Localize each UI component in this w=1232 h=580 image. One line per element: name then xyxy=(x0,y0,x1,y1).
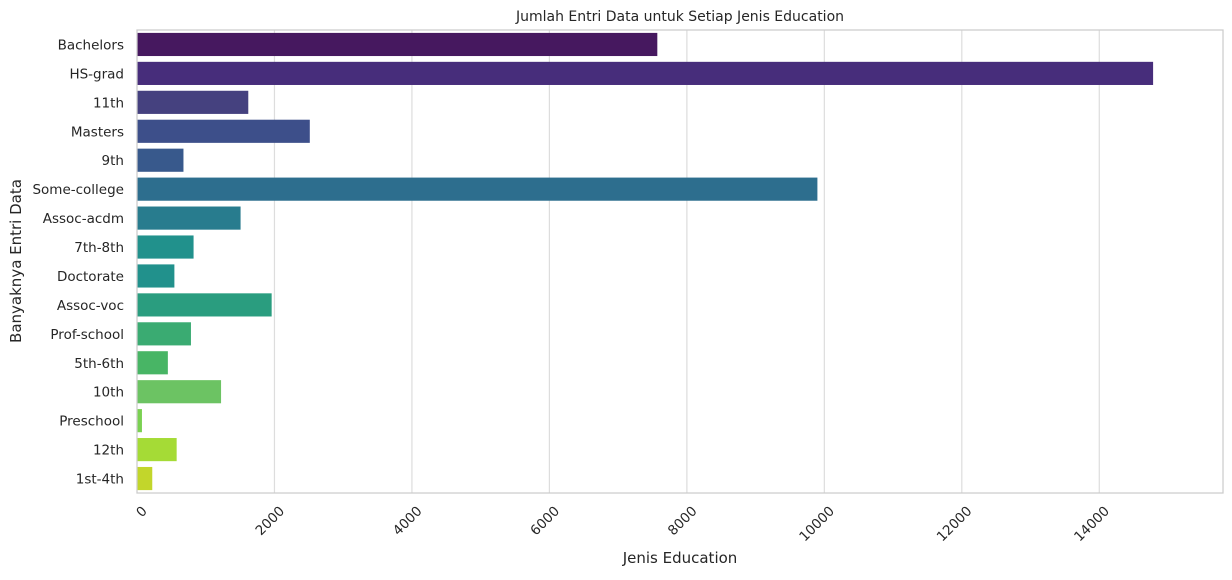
x-tick-labels: 0 2000 4000 6000 8000 10000 12000 14000 xyxy=(133,503,1113,545)
bar-masters xyxy=(137,119,310,143)
ytick-label: 5th-6th xyxy=(74,356,124,372)
bars xyxy=(137,32,1154,491)
bar-assoc-acdm xyxy=(137,206,241,230)
ytick-label: 10th xyxy=(93,385,124,401)
ytick-label: Assoc-acdm xyxy=(43,211,124,227)
ytick-label: 1st-4th xyxy=(76,472,124,488)
ytick-label: Prof-school xyxy=(50,327,124,343)
xtick-label: 14000 xyxy=(1071,503,1113,545)
grid-lines xyxy=(273,30,1100,493)
bar-hs-grad xyxy=(137,61,1154,85)
bar-9th xyxy=(137,148,184,172)
y-axis-label: Banyaknya Entri Data xyxy=(7,179,25,343)
ytick-label: Masters xyxy=(71,124,124,140)
bar-assoc-voc xyxy=(137,293,272,317)
xtick-label: 2000 xyxy=(252,503,288,539)
xtick-label: 10000 xyxy=(796,503,838,545)
bar-prof-school xyxy=(137,322,191,346)
xtick-label: 6000 xyxy=(527,503,563,539)
bar-12th xyxy=(137,438,177,462)
ytick-label: Some-college xyxy=(32,182,124,198)
bar-1st-4th xyxy=(137,466,153,491)
bar-10th xyxy=(137,380,222,404)
ytick-label: 9th xyxy=(102,153,124,169)
bar-5th-6th xyxy=(137,351,168,375)
xtick-label: 12000 xyxy=(934,503,976,545)
ytick-label: Assoc-voc xyxy=(57,298,124,314)
ytick-label: Doctorate xyxy=(57,269,124,285)
bar-bachelors xyxy=(137,32,658,57)
ytick-label: 12th xyxy=(93,443,124,459)
ytick-label: Preschool xyxy=(59,414,124,430)
ytick-label: 11th xyxy=(93,95,124,111)
y-tick-labels: Bachelors HS-grad 11th Masters 9th Some-colle… xyxy=(32,37,124,487)
ytick-label: HS-grad xyxy=(69,66,124,82)
ytick-label: Bachelors xyxy=(58,37,124,53)
plot-frame xyxy=(136,29,1224,494)
bar-preschool xyxy=(137,409,142,433)
bar-11th xyxy=(137,90,249,114)
ytick-label: 7th-8th xyxy=(74,240,124,256)
bar-doctorate xyxy=(137,264,175,288)
chart-title: Jumlah Entri Data untuk Setiap Jenis Edu… xyxy=(515,9,844,25)
bar-some-college xyxy=(137,177,818,201)
xtick-label: 4000 xyxy=(390,503,426,539)
x-axis-label: Jenis Education xyxy=(622,549,738,567)
xtick-label: 8000 xyxy=(665,503,701,539)
xtick-label: 0 xyxy=(133,503,150,520)
bar-7th-8th xyxy=(137,235,194,259)
